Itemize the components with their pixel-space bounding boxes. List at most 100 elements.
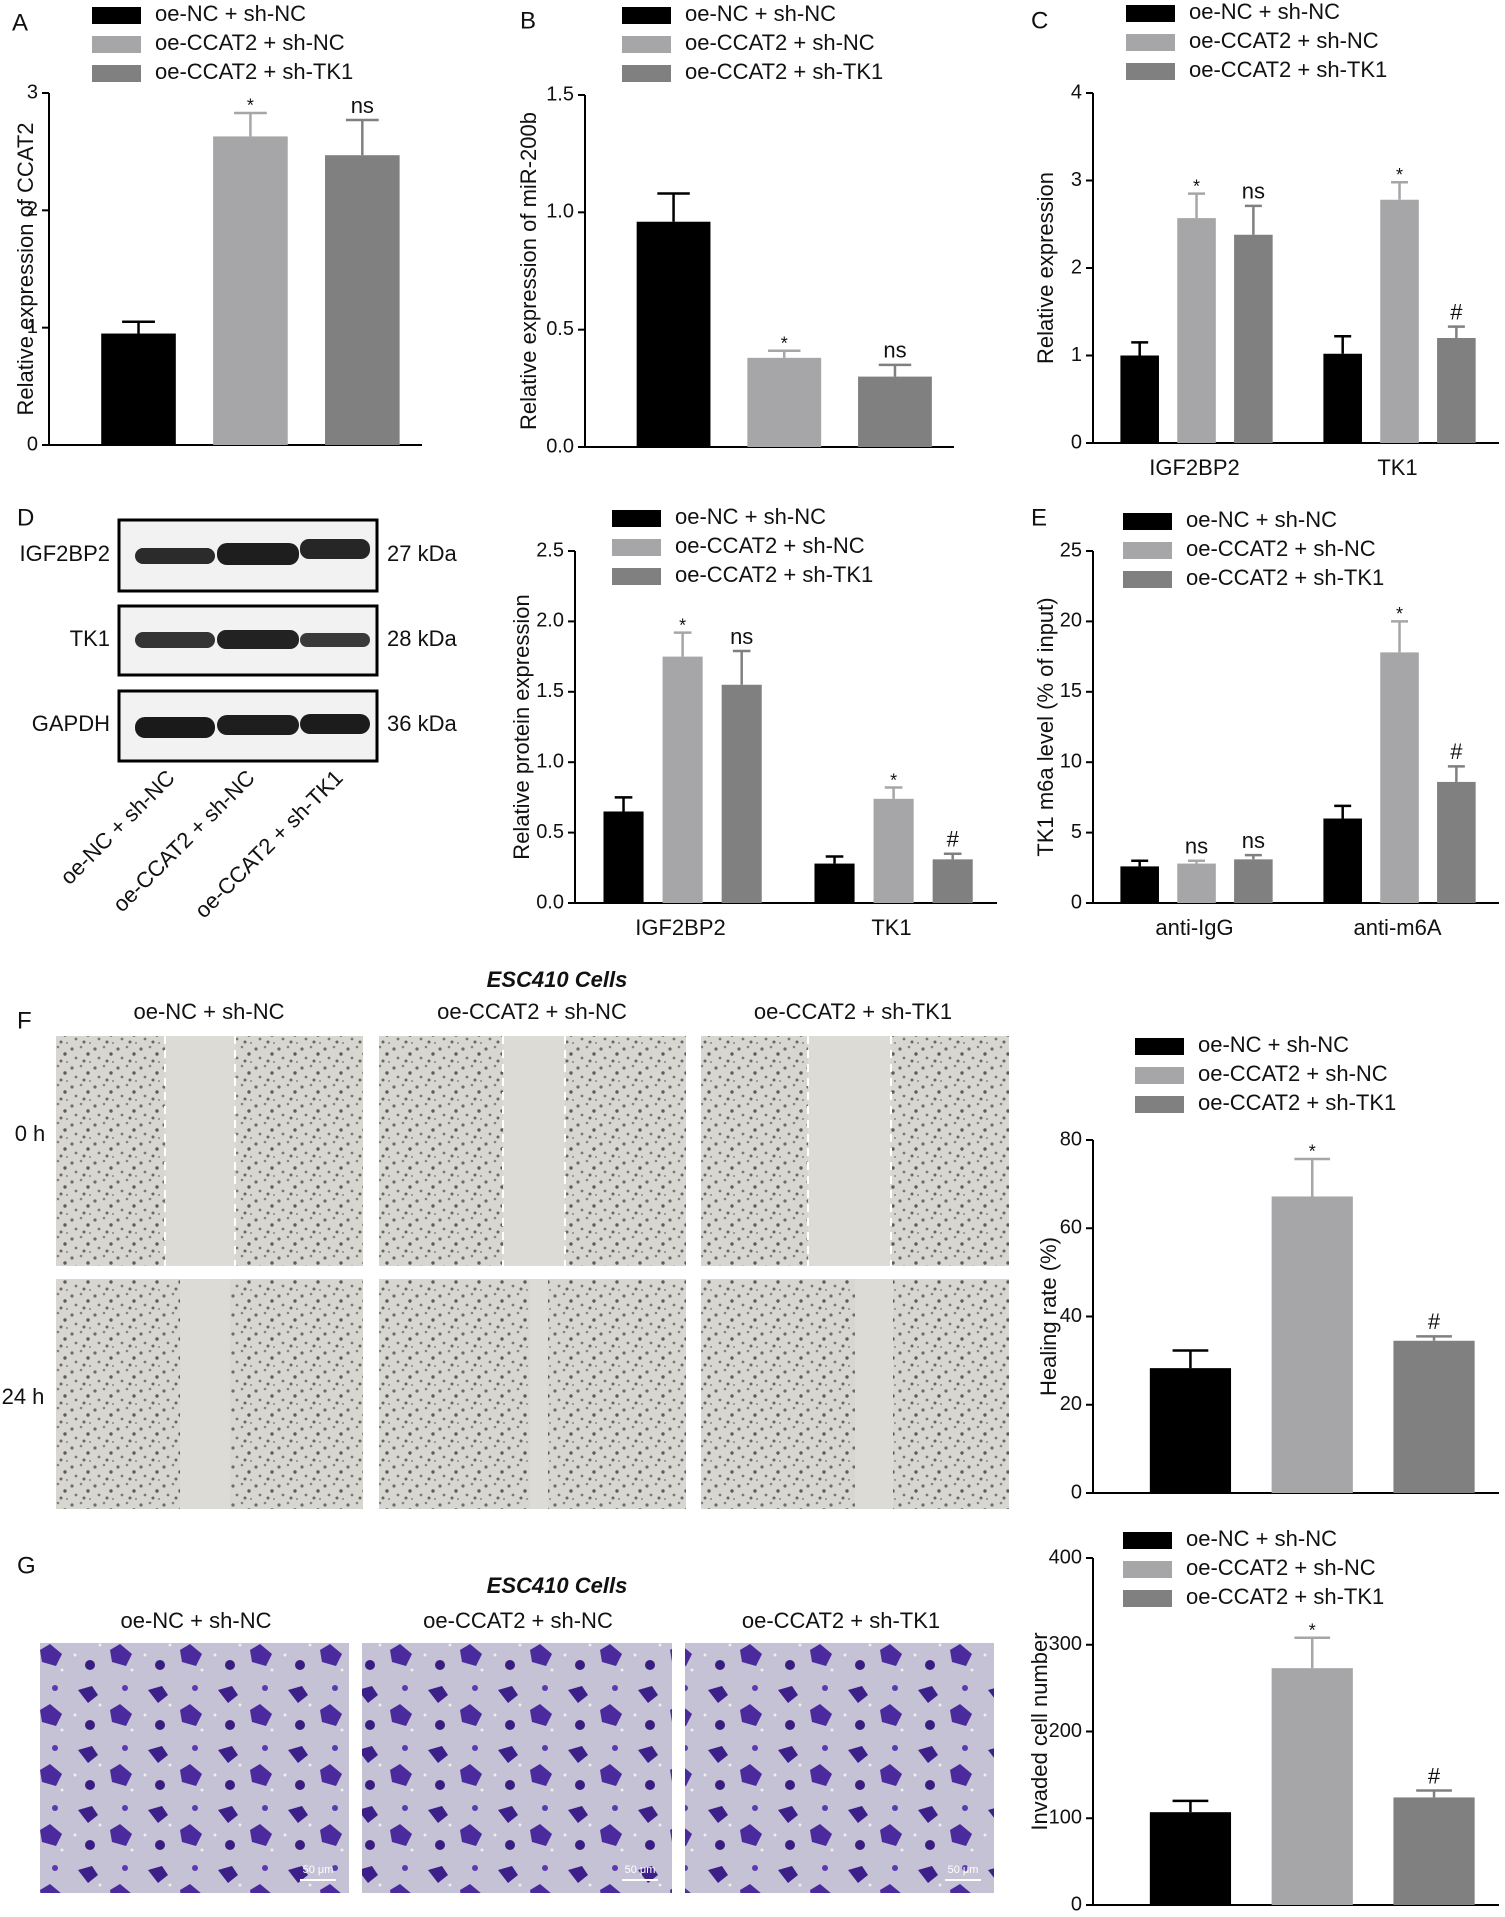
bar xyxy=(873,798,914,903)
y-tick-label: 25 xyxy=(1060,539,1082,561)
y-tick-label: 0 xyxy=(1071,1481,1082,1503)
y-axis-label: TK1 m6a level (% of input) xyxy=(1033,597,1058,856)
x-tick-label: anti-IgG xyxy=(1155,915,1233,940)
significance-label: # xyxy=(1450,299,1463,324)
bar xyxy=(932,859,973,903)
legend-label: oe-NC + sh-NC xyxy=(155,1,306,26)
scale-label: 50 μm xyxy=(948,1864,979,1876)
bar xyxy=(721,684,762,903)
bar xyxy=(1437,781,1476,903)
y-tick-label: 0 xyxy=(1071,891,1082,913)
western-blot xyxy=(117,518,379,763)
y-tick-label: 1.0 xyxy=(536,750,564,772)
bar xyxy=(1177,218,1216,443)
significance-label: ns xyxy=(1242,828,1265,853)
bar xyxy=(1323,353,1362,443)
y-tick-label: 4 xyxy=(1071,81,1082,103)
legend-swatch xyxy=(1123,542,1172,559)
significance-label: * xyxy=(1396,604,1403,624)
legend-label: oe-NC + sh-NC xyxy=(1198,1032,1349,1057)
bar xyxy=(325,155,400,446)
y-tick-label: 1.5 xyxy=(546,83,574,105)
legend-label: oe-NC + sh-NC xyxy=(685,1,836,26)
legend-swatch xyxy=(1126,5,1175,22)
panel-label: C xyxy=(1031,7,1048,34)
y-tick-label: 1.5 xyxy=(536,680,564,702)
panel-label: D xyxy=(17,504,34,531)
significance-label: * xyxy=(247,96,254,116)
x-tick-label: TK1 xyxy=(871,915,911,940)
bar xyxy=(662,656,703,903)
panel-label: B xyxy=(520,7,536,34)
protein-size: 36 kDa xyxy=(387,711,457,736)
y-axis-label: Healing rate (%) xyxy=(1036,1237,1061,1396)
significance-label: * xyxy=(781,334,788,354)
y-tick-label: 1 xyxy=(27,316,38,338)
column-label: oe-CCAT2 + sh-TK1 xyxy=(754,999,952,1024)
invasion-images xyxy=(40,1643,994,1893)
protein-size: 28 kDa xyxy=(387,626,457,651)
row-label: 0 h xyxy=(15,1121,46,1146)
y-axis-label: Relative expression of miR-200b xyxy=(516,112,541,430)
bar xyxy=(603,811,644,903)
bar xyxy=(1323,818,1362,903)
bar xyxy=(1120,355,1159,443)
significance-label: ns xyxy=(883,338,906,363)
y-tick-label: 80 xyxy=(1060,1128,1082,1150)
lane-label: oe-CCAT2 + sh-TK1 xyxy=(190,765,348,923)
protein-name: TK1 xyxy=(70,626,110,651)
y-tick-label: 2 xyxy=(1071,256,1082,278)
bar xyxy=(1437,338,1476,443)
y-tick-label: 15 xyxy=(1060,680,1082,702)
significance-label: * xyxy=(890,770,897,790)
y-tick-label: 300 xyxy=(1049,1633,1082,1655)
significance-label: * xyxy=(1309,1621,1316,1641)
scale-label: 50 μm xyxy=(303,1864,334,1876)
section-title: ESC410 Cells xyxy=(487,967,628,992)
column-label: oe-NC + sh-NC xyxy=(121,1608,272,1633)
y-tick-label: 2.0 xyxy=(536,610,564,632)
legend-swatch xyxy=(92,65,141,82)
bar xyxy=(1393,1340,1475,1493)
legend-swatch xyxy=(1126,63,1175,80)
bar xyxy=(1380,652,1419,903)
legend-swatch xyxy=(1135,1096,1184,1113)
legend-label: oe-CCAT2 + sh-NC xyxy=(685,30,875,55)
legend-swatch xyxy=(1135,1067,1184,1084)
legend-label: oe-NC + sh-NC xyxy=(1189,0,1340,24)
bar xyxy=(1380,199,1419,443)
y-axis-label: Invaded cell number xyxy=(1027,1632,1052,1830)
legend-label: oe-CCAT2 + sh-NC xyxy=(155,30,345,55)
significance-label: * xyxy=(1396,165,1403,185)
y-tick-label: 0.5 xyxy=(536,821,564,843)
legend-label: oe-NC + sh-NC xyxy=(1186,1526,1337,1551)
y-tick-label: 100 xyxy=(1049,1807,1082,1829)
bar xyxy=(1149,1812,1232,1905)
column-label: oe-CCAT2 + sh-TK1 xyxy=(742,1608,940,1633)
y-tick-label: 3 xyxy=(1071,169,1082,191)
column-label: oe-NC + sh-NC xyxy=(134,999,285,1024)
legend-swatch xyxy=(622,65,671,82)
lane-label: oe-CCAT2 + sh-NC xyxy=(108,765,260,917)
significance-label: ns xyxy=(730,624,753,649)
significance-label: * xyxy=(679,615,686,635)
row-label: 24 h xyxy=(2,1384,45,1409)
y-tick-label: 0.0 xyxy=(546,435,574,457)
y-axis-label: Relative protein expression xyxy=(509,594,534,859)
y-tick-label: 400 xyxy=(1049,1546,1082,1568)
bar xyxy=(1393,1797,1475,1905)
legend-label: oe-CCAT2 + sh-NC xyxy=(1198,1061,1388,1086)
significance-label: * xyxy=(1193,176,1200,196)
y-tick-label: 10 xyxy=(1060,750,1082,772)
y-tick-label: 0.0 xyxy=(536,891,564,913)
legend-swatch xyxy=(1126,34,1175,51)
section-title: ESC410 Cells xyxy=(487,1573,628,1598)
legend-swatch xyxy=(1123,513,1172,530)
bar xyxy=(814,863,855,903)
bar xyxy=(1234,234,1273,443)
y-tick-label: 0 xyxy=(27,433,38,455)
legend-label: oe-CCAT2 + sh-NC xyxy=(1189,28,1379,53)
y-tick-label: 20 xyxy=(1060,1393,1082,1415)
